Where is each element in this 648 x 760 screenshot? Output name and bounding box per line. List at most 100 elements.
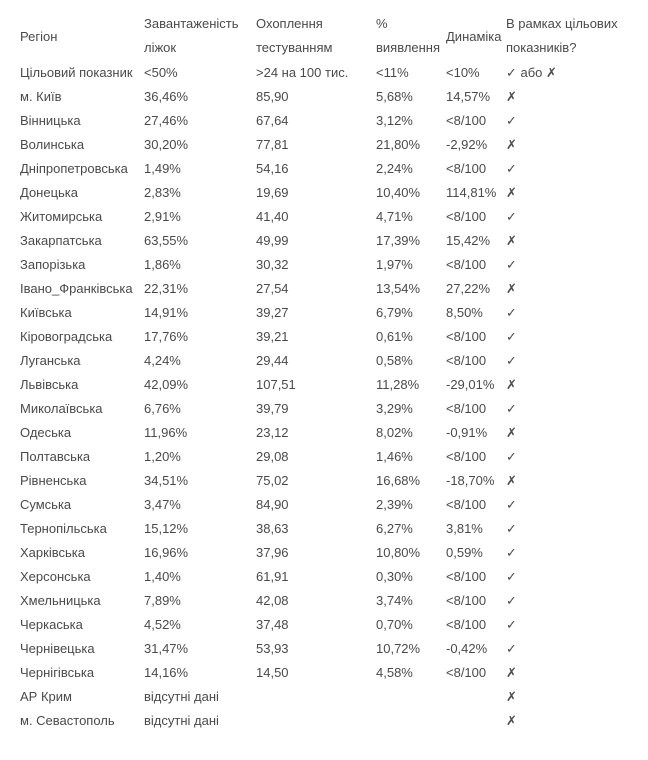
- cell-beds: 14,16%: [144, 665, 189, 680]
- table-row: Одеська 11,96% 23,12 8,02% -0,91% ✗: [20, 421, 646, 445]
- header-target-met: В рамках цільових показників?: [506, 12, 646, 61]
- table-row: Донецька 2,83% 19,69 10,40% 114,81% ✗: [20, 181, 646, 205]
- cell-beds: 1,40%: [144, 569, 181, 584]
- cell-beds: 27,46%: [144, 113, 189, 128]
- cell-beds: <50%: [144, 65, 178, 80]
- cell-dynamics: -29,01%: [446, 377, 495, 392]
- cell-region: Одеська: [20, 425, 72, 440]
- cell-testing: 27,54: [256, 281, 289, 296]
- cell-testing: 37,96: [256, 545, 289, 560]
- cell-target-met: ✗: [506, 665, 517, 680]
- cell-beds: 42,09%: [144, 377, 189, 392]
- header-detection-line2: виявлення: [376, 40, 441, 55]
- header-target-line2: показників?: [506, 40, 577, 55]
- cell-beds: 3,47%: [144, 497, 181, 512]
- cell-testing: 30,32: [256, 257, 289, 272]
- cell-dynamics: <8/100: [446, 593, 487, 608]
- cell-detection: 10,40%: [376, 185, 421, 200]
- cell-target-met: ✓: [506, 353, 517, 368]
- header-target-line1: В рамках цільових: [506, 16, 618, 31]
- table-row: Закарпатська 63,55% 49,99 17,39% 15,42% ✗: [20, 229, 646, 253]
- cell-region: Вінницька: [20, 113, 81, 128]
- table-row: Кіровоградська 17,76% 39,21 0,61% <8/100 ✓: [20, 325, 646, 349]
- cell-region: Хмельницька: [20, 593, 101, 608]
- cell-target-met: ✗: [506, 185, 517, 200]
- cell-target-met: ✓: [506, 617, 517, 632]
- cell-target-met: ✓: [506, 593, 517, 608]
- cell-target-met: ✓: [506, 401, 517, 416]
- cell-beds: 1,20%: [144, 449, 181, 464]
- table-row: Івано_Франківська 22,31% 27,54 13,54% 27,22%…: [20, 277, 646, 301]
- cell-beds: відсутні дані: [144, 689, 219, 704]
- cell-dynamics: -0,42%: [446, 641, 488, 656]
- cell-target-met: ✓: [506, 521, 517, 536]
- cell-region: Херсонська: [20, 569, 91, 584]
- header-dynamics: Динаміка: [446, 29, 502, 44]
- cell-detection: 1,97%: [376, 257, 413, 272]
- cell-target-met: ✓: [506, 641, 517, 656]
- cell-beds: 15,12%: [144, 521, 189, 536]
- cell-testing: 29,44: [256, 353, 289, 368]
- cell-dynamics: -18,70%: [446, 473, 495, 488]
- cell-testing: >24 на 100 тис.: [256, 65, 349, 80]
- cell-testing: 61,91: [256, 569, 289, 584]
- cell-testing: 37,48: [256, 617, 289, 632]
- header-beds-line2: ліжок: [144, 40, 177, 55]
- cell-region: Донецька: [20, 185, 79, 200]
- table-row: Житомирська 2,91% 41,40 4,71% <8/100 ✓: [20, 205, 646, 229]
- cell-detection: 10,72%: [376, 641, 421, 656]
- table-row: м. Київ 36,46% 85,90 5,68% 14,57% ✗: [20, 85, 646, 109]
- cell-region: Закарпатська: [20, 233, 102, 248]
- cell-target-met: ✓: [506, 569, 517, 584]
- cell-detection: 0,70%: [376, 617, 413, 632]
- cell-detection: 0,58%: [376, 353, 413, 368]
- table-row: Вінницька 27,46% 67,64 3,12% <8/100 ✓: [20, 109, 646, 133]
- header-testing-line1: Охоплення: [256, 16, 323, 31]
- cell-beds: 16,96%: [144, 545, 189, 560]
- cell-target-met: ✗: [506, 137, 517, 152]
- cell-testing: [256, 685, 376, 709]
- cell-region: Запорізька: [20, 257, 86, 272]
- header-detection-line1: %: [376, 16, 388, 31]
- cell-dynamics: <8/100: [446, 449, 487, 464]
- table-row: Волинська 30,20% 77,81 21,80% -2,92% ✗: [20, 133, 646, 157]
- cell-beds: 7,89%: [144, 593, 181, 608]
- cell-testing: 19,69: [256, 185, 289, 200]
- cell-beds: 22,31%: [144, 281, 189, 296]
- header-beds-line1: Завантаженість: [144, 16, 239, 31]
- cell-beds: 2,83%: [144, 185, 181, 200]
- cell-dynamics: <8/100: [446, 617, 487, 632]
- table-row: Львівська 42,09% 107,51 11,28% -29,01% ✗: [20, 373, 646, 397]
- cell-testing: 85,90: [256, 89, 289, 104]
- cell-region: Львівська: [20, 377, 79, 392]
- table-row: Харківська 16,96% 37,96 10,80% 0,59% ✓: [20, 541, 646, 565]
- cell-testing: 23,12: [256, 425, 289, 440]
- table-row: Чернігівська 14,16% 14,50 4,58% <8/100 ✗: [20, 661, 646, 685]
- cell-region: Чернівецька: [20, 641, 95, 656]
- cell-dynamics: 27,22%: [446, 281, 491, 296]
- header-testing: Охоплення тестуванням: [256, 12, 376, 61]
- table-row: Дніпропетровська 1,49% 54,16 2,24% <8/100 ✓: [20, 157, 646, 181]
- cell-testing: 39,27: [256, 305, 289, 320]
- cell-target-met: ✓ або ✗: [506, 65, 557, 80]
- cell-beds: 2,91%: [144, 209, 181, 224]
- cell-testing: 84,90: [256, 497, 289, 512]
- header-testing-line2: тестуванням: [256, 40, 333, 55]
- cell-testing: 54,16: [256, 161, 289, 176]
- cell-detection: [376, 709, 446, 733]
- cell-target-met: ✗: [506, 689, 517, 704]
- cell-detection: 6,27%: [376, 521, 413, 536]
- cell-testing: 39,79: [256, 401, 289, 416]
- cell-detection: 0,30%: [376, 569, 413, 584]
- cell-dynamics: <10%: [446, 65, 480, 80]
- cell-detection: 2,39%: [376, 497, 413, 512]
- cell-dynamics: 15,42%: [446, 233, 491, 248]
- table-row: Луганська 4,24% 29,44 0,58% <8/100 ✓: [20, 349, 646, 373]
- cell-dynamics: <8/100: [446, 209, 487, 224]
- cell-target-met: ✗: [506, 89, 517, 104]
- cell-region: Київська: [20, 305, 72, 320]
- cell-detection: 11,28%: [376, 377, 420, 392]
- cell-region: Рівненська: [20, 473, 87, 488]
- cell-detection: [376, 685, 446, 709]
- header-beds: Завантаженість ліжок: [144, 12, 256, 61]
